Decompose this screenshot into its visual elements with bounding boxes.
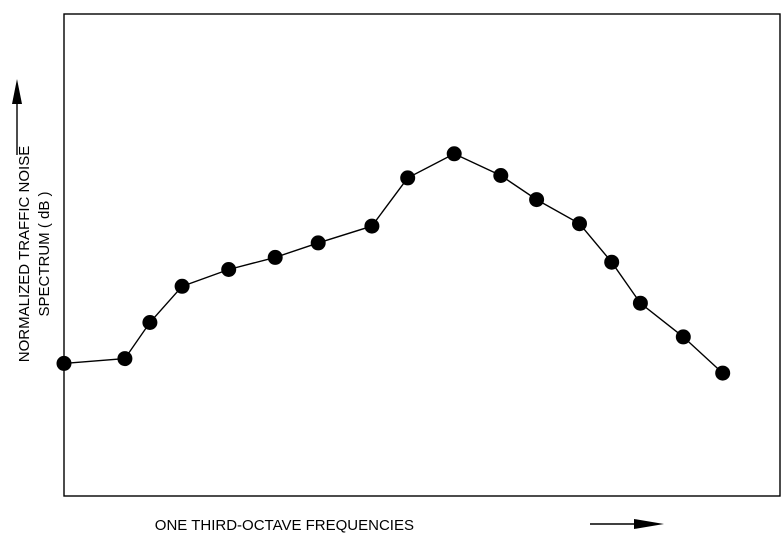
data-point-2	[117, 351, 133, 367]
data-point-15	[632, 295, 648, 311]
plot-frame	[63, 13, 781, 497]
x-axis-label: ONE THIRD-OCTAVE FREQUENCIES	[155, 517, 414, 534]
data-point-16	[675, 329, 691, 345]
data-point-1	[56, 355, 72, 371]
x-axis-arrow-head	[634, 519, 664, 529]
data-point-6	[267, 249, 283, 265]
data-point-17	[715, 365, 731, 381]
data-point-5	[221, 262, 237, 277]
y-axis-label-group: NORMALIZED TRAFFIC NOISE SPECTRUM ( dB )	[16, 146, 53, 362]
data-point-10	[446, 146, 462, 162]
data-point-13	[572, 216, 587, 232]
y-axis-label-line1: NORMALIZED TRAFFIC NOISE	[16, 146, 33, 362]
x-axis-label-group: ONE THIRD-OCTAVE FREQUENCIES	[155, 517, 664, 534]
y-axis-label-line2: SPECTRUM ( dB )	[36, 191, 53, 316]
data-point-11	[493, 168, 509, 183]
data-point-12	[529, 192, 545, 208]
series-line	[63, 153, 724, 374]
data-point-3	[142, 315, 158, 330]
data-point-9	[400, 170, 416, 186]
y-axis-arrow-head	[12, 79, 22, 104]
data-point-8	[364, 218, 380, 234]
data-point-14	[604, 254, 620, 270]
data-point-4	[174, 278, 190, 294]
data-point-7	[310, 235, 326, 251]
data-points	[56, 146, 731, 381]
